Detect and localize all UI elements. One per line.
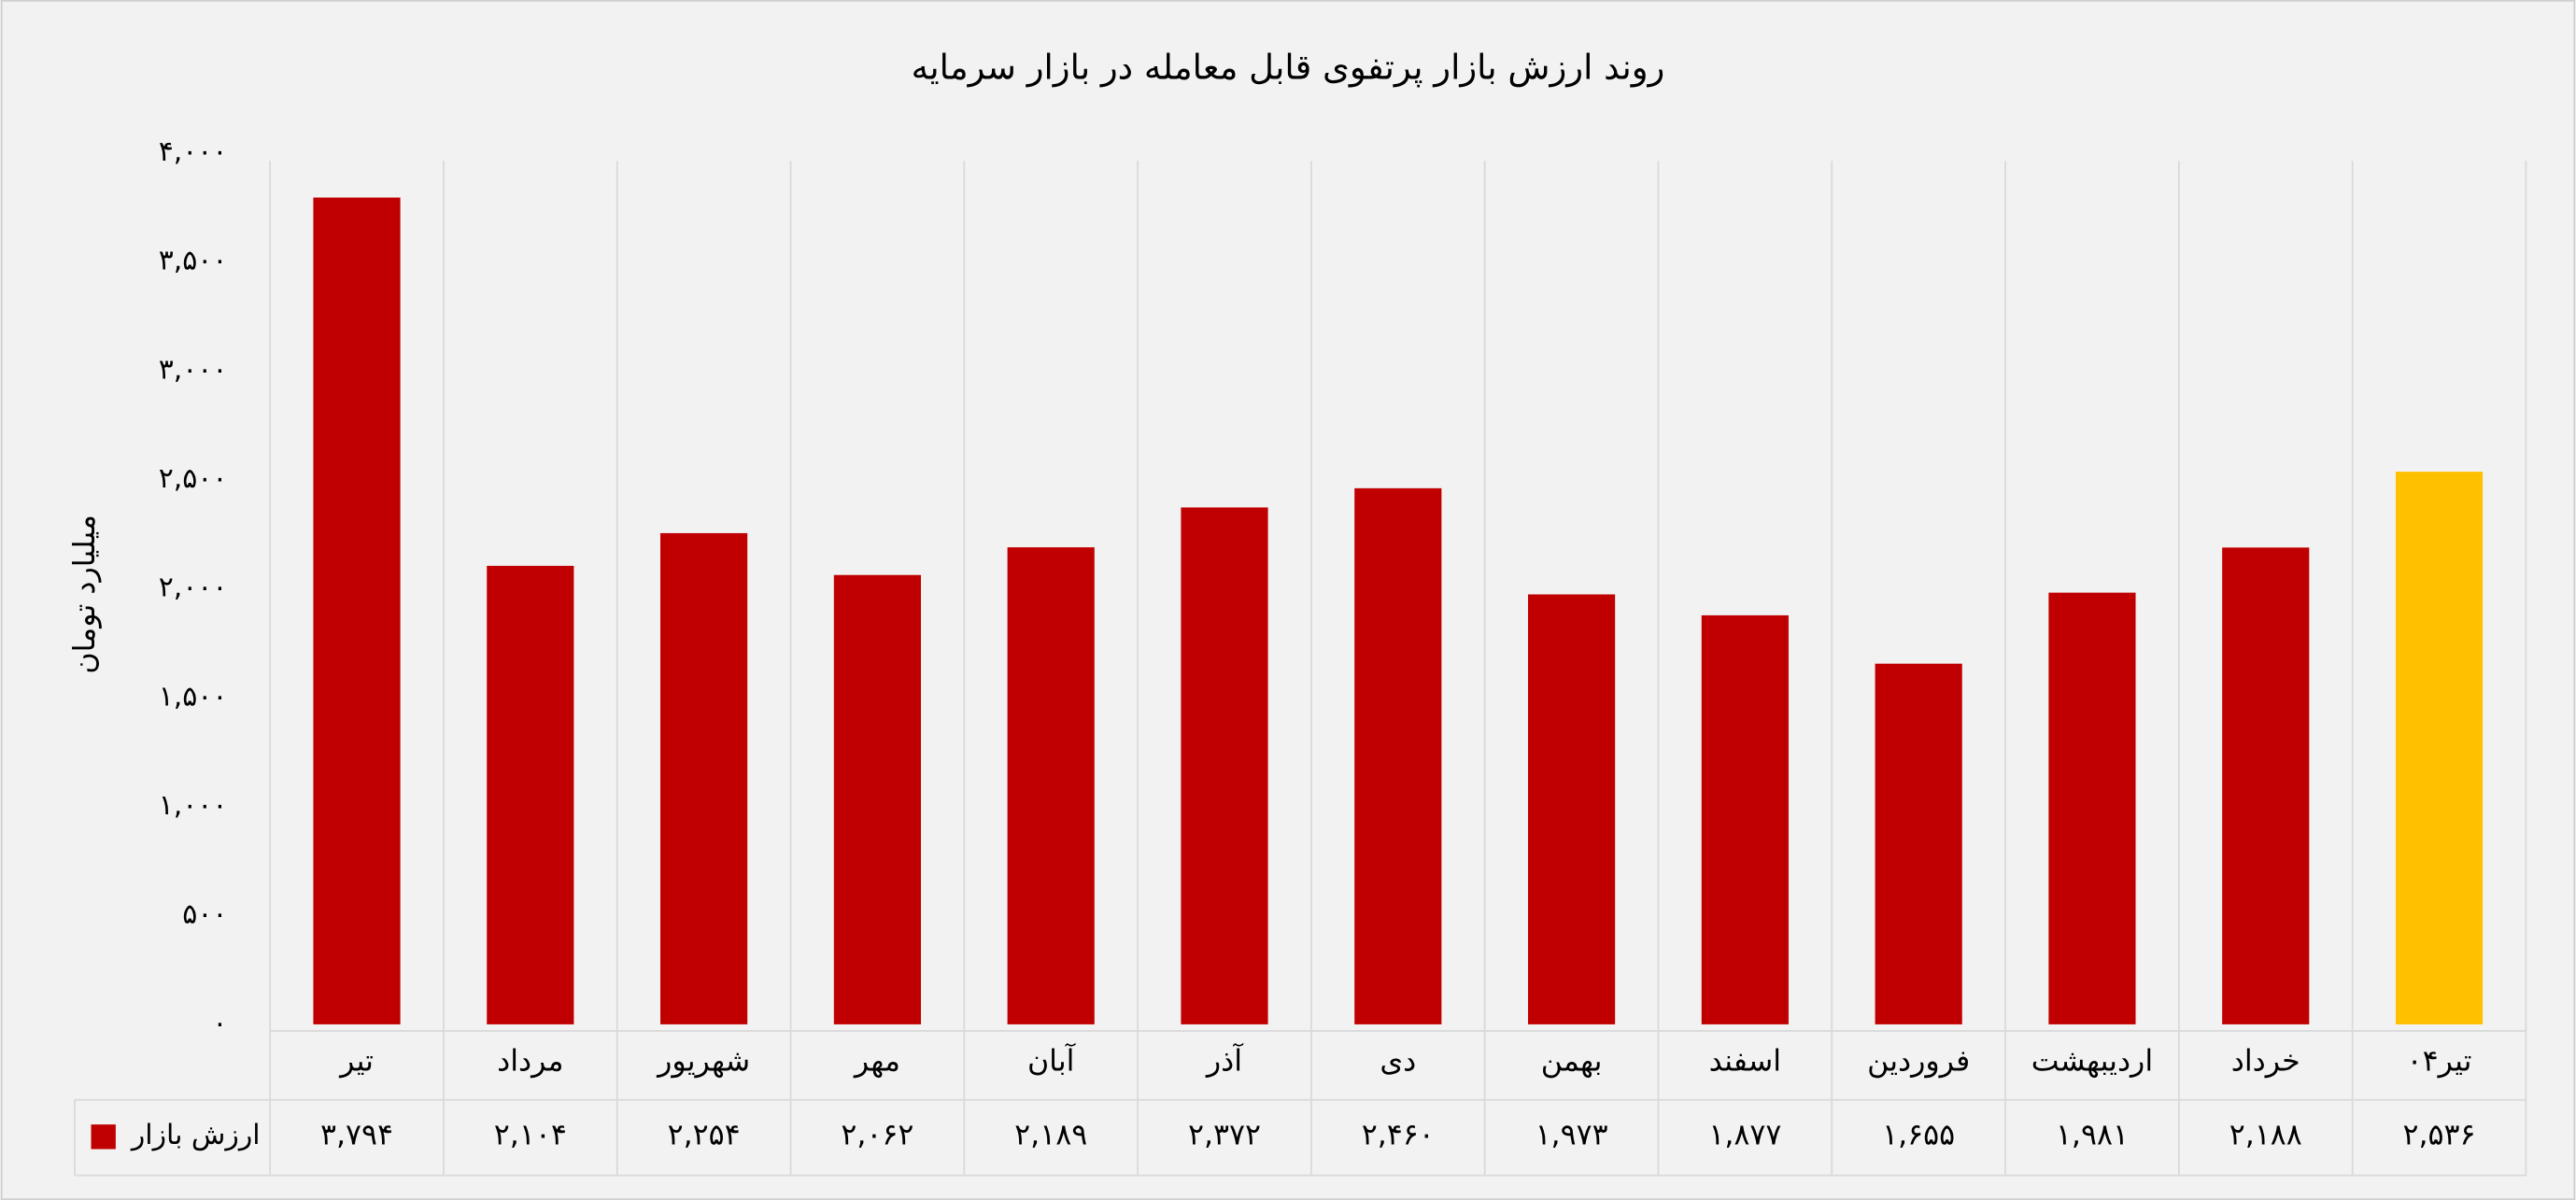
bar	[1007, 547, 1095, 1024]
bar	[313, 197, 401, 1024]
x-tick-label: مهر	[853, 1044, 900, 1078]
bar	[2395, 472, 2484, 1024]
data-label: ۲,۱۸۸	[2229, 1118, 2302, 1151]
bar	[1354, 487, 1442, 1024]
bar	[2222, 547, 2310, 1024]
x-tick-label: فروردین	[1867, 1044, 1970, 1078]
legend-swatch	[91, 1124, 116, 1150]
data-label: ۲,۱۸۹	[1014, 1118, 1087, 1151]
y-tick-label: ۳,۵۰۰	[159, 245, 228, 277]
data-label: ۲,۵۳۶	[2403, 1118, 2476, 1151]
data-label: ۲,۱۰۴	[494, 1118, 567, 1151]
bar	[833, 574, 921, 1024]
y-tick-label: ۲,۵۰۰	[159, 462, 228, 495]
data-label: ۳,۷۹۴	[320, 1118, 393, 1151]
x-tick-label: آبان	[1027, 1042, 1076, 1078]
x-tick-label: مرداد	[497, 1044, 563, 1078]
bar	[1527, 594, 1616, 1024]
legend-label: ارزش بازار	[130, 1119, 261, 1151]
data-label: ۲,۲۵۴	[668, 1118, 741, 1151]
y-tick-label: ۲,۰۰۰	[159, 572, 228, 604]
data-label: ۱,۸۷۷	[1708, 1118, 1781, 1151]
y-tick-label: ۳,۰۰۰	[159, 353, 228, 386]
y-axis-label: میلیارد تومان	[68, 515, 102, 673]
x-tick-label: شهریور	[656, 1044, 750, 1078]
x-tick-label: آذر	[1205, 1042, 1243, 1078]
chart-title: روند ارزش بازار پرتفوی قابل معامله در با…	[912, 47, 1665, 87]
y-tick-label: ۰	[212, 1007, 227, 1039]
bar	[1875, 663, 1962, 1024]
data-label: ۲,۳۷۲	[1188, 1118, 1261, 1151]
y-tick-label: ۱,۵۰۰	[159, 680, 228, 713]
bar	[1701, 614, 1789, 1024]
x-tick-label: اسفند	[1709, 1044, 1781, 1078]
x-tick-label: تیر	[338, 1044, 374, 1078]
data-label: ۱,۶۵۵	[1882, 1118, 1955, 1151]
x-tick-label: خرداد	[2231, 1044, 2300, 1078]
data-label: ۱,۹۸۱	[2056, 1118, 2129, 1151]
x-tick-label: تیر۰۴	[2407, 1044, 2472, 1078]
y-tick-label: ۱,۰۰۰	[159, 789, 228, 822]
bar	[1181, 507, 1268, 1024]
bar	[660, 532, 748, 1024]
x-tick-label: اردیبهشت	[2031, 1044, 2153, 1078]
data-label: ۲,۰۶۲	[841, 1118, 913, 1151]
data-label: ۱,۹۷۳	[1536, 1118, 1608, 1151]
x-tick-label: بهمن	[1541, 1044, 1603, 1078]
y-tick-label: ۵۰۰	[182, 898, 227, 931]
bar	[487, 565, 574, 1024]
bar	[2048, 592, 2136, 1024]
y-tick-label: ۴,۰۰۰	[159, 135, 228, 168]
data-label: ۲,۴۶۰	[1362, 1118, 1435, 1151]
x-tick-label: دی	[1380, 1044, 1416, 1078]
